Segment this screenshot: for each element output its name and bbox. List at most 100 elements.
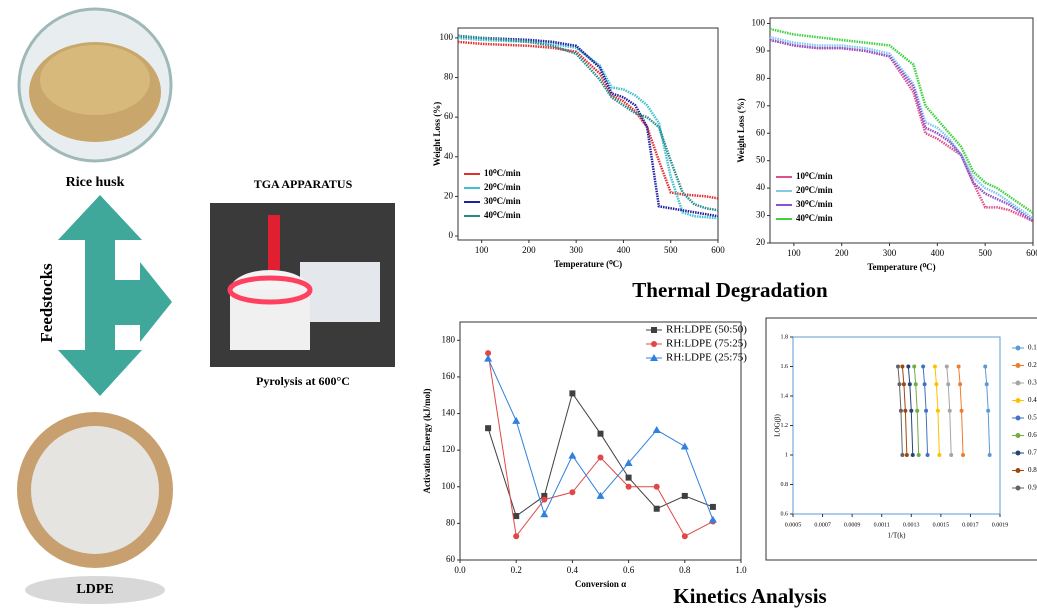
y-tick-label: 80 bbox=[446, 517, 456, 527]
x-tick-label: 0.8 bbox=[679, 565, 691, 575]
data-point bbox=[913, 382, 918, 387]
legend-label: 10⁰C/min bbox=[796, 171, 833, 181]
data-point bbox=[922, 382, 927, 387]
legend-marker bbox=[1015, 468, 1021, 473]
series-line bbox=[984, 366, 991, 456]
data-point bbox=[935, 408, 940, 413]
series-line bbox=[922, 366, 929, 456]
data-point bbox=[925, 453, 930, 457]
x-tick-label: 400 bbox=[617, 245, 631, 255]
x-axis-label: 1/T(k) bbox=[888, 532, 907, 540]
data-point bbox=[513, 533, 520, 540]
legend-marker bbox=[651, 341, 657, 347]
data-point bbox=[597, 454, 604, 461]
x-tick-label: 200 bbox=[835, 248, 849, 258]
data-point bbox=[653, 483, 660, 490]
legend-label: RH:LDPE (25:75) bbox=[666, 352, 747, 364]
legend-label: 20⁰C/min bbox=[796, 185, 833, 195]
legend-label: 0.8 bbox=[1028, 466, 1037, 474]
data-point bbox=[624, 458, 633, 466]
series-line bbox=[457, 34, 719, 218]
kinetics-frame bbox=[765, 317, 1037, 561]
data-point bbox=[912, 364, 917, 369]
legend-label: 0.7 bbox=[1028, 449, 1037, 457]
x-tick-label: 200 bbox=[522, 245, 536, 255]
data-point bbox=[653, 505, 660, 512]
series-line bbox=[769, 35, 1034, 220]
legend-label: 10⁰C/min bbox=[484, 168, 521, 178]
data-point bbox=[934, 382, 939, 387]
y-tick-label: 40 bbox=[444, 151, 454, 161]
data-point bbox=[932, 364, 937, 369]
x-tick-label: 300 bbox=[569, 245, 583, 255]
data-point bbox=[916, 453, 921, 457]
data-point bbox=[898, 408, 903, 413]
series-line bbox=[946, 366, 952, 456]
data-point bbox=[959, 408, 964, 413]
legend-label: 40⁰C/min bbox=[484, 210, 521, 220]
series-line bbox=[769, 38, 1034, 223]
x-tick-label: 0.4 bbox=[567, 565, 579, 575]
legend-marker bbox=[1015, 398, 1021, 403]
data-point bbox=[569, 390, 576, 397]
data-point bbox=[708, 515, 717, 523]
y-tick-label: 90 bbox=[756, 45, 766, 55]
data-point bbox=[956, 364, 961, 369]
legend-label: 0.9 bbox=[1028, 484, 1037, 492]
pyrolysis-label: Pyrolysis at 600°C bbox=[256, 374, 350, 388]
legend-marker bbox=[1015, 485, 1021, 491]
x-axis-label: Temperature (⁰C) bbox=[554, 259, 622, 269]
data-point bbox=[568, 451, 577, 459]
y-tick-label: 160 bbox=[442, 371, 456, 381]
series-line bbox=[913, 366, 920, 456]
data-point bbox=[484, 354, 493, 362]
legend-label: RH:LDPE (75:25) bbox=[666, 338, 747, 350]
tga-body bbox=[300, 262, 380, 322]
data-point bbox=[681, 533, 688, 540]
data-point bbox=[541, 496, 548, 503]
data-point bbox=[986, 408, 991, 413]
legend-marker bbox=[1015, 380, 1021, 386]
data-point bbox=[906, 364, 911, 369]
x-tick-label: 500 bbox=[664, 245, 678, 255]
data-point bbox=[921, 364, 926, 369]
legend-label: 30⁰C/min bbox=[484, 196, 521, 206]
x-tick-label: 0.2 bbox=[511, 565, 522, 575]
y-tick-label: 50 bbox=[756, 155, 766, 165]
data-point bbox=[958, 382, 963, 387]
data-point bbox=[904, 453, 909, 457]
x-tick-label: 0.0017 bbox=[962, 522, 979, 528]
ldpe-label: LDPE bbox=[76, 582, 113, 597]
x-tick-label: 300 bbox=[883, 248, 897, 258]
x-tick-label: 0.0013 bbox=[903, 522, 920, 528]
data-point bbox=[625, 483, 632, 490]
data-point bbox=[680, 442, 689, 450]
x-tick-label: 100 bbox=[787, 248, 801, 258]
y-axis-label: LOG(β) bbox=[774, 414, 782, 437]
x-tick-label: 0.0015 bbox=[933, 522, 950, 528]
x-tick-label: 0.0 bbox=[454, 565, 466, 575]
y-tick-label: 60 bbox=[444, 111, 454, 121]
legend-marker bbox=[1015, 363, 1021, 368]
y-axis-label: Activation Energy (kJ/mol) bbox=[422, 389, 432, 494]
series-line bbox=[487, 353, 714, 538]
x-tick-label: 500 bbox=[978, 248, 992, 258]
plot-frame bbox=[792, 336, 1001, 515]
y-tick-label: 180 bbox=[442, 334, 456, 344]
rice-husk-highlight bbox=[40, 45, 150, 115]
data-point bbox=[709, 503, 716, 510]
data-point bbox=[540, 510, 549, 518]
x-tick-label: 100 bbox=[475, 245, 489, 255]
y-tick-label: 0 bbox=[449, 230, 454, 240]
y-tick-label: 20 bbox=[444, 190, 454, 200]
legend-label: 0.1 bbox=[1028, 344, 1037, 352]
y-tick-label: 1 bbox=[785, 452, 788, 458]
data-point bbox=[597, 430, 604, 437]
y-axis-label: Weight Loss (%) bbox=[432, 102, 442, 167]
legend-label: 40⁰C/min bbox=[796, 213, 833, 223]
data-point bbox=[909, 408, 914, 413]
y-tick-label: 0.6 bbox=[781, 511, 789, 517]
tga-clamp bbox=[268, 215, 280, 270]
legend-label: RH:LDPE (50:50) bbox=[666, 324, 747, 336]
series-line bbox=[901, 366, 908, 456]
